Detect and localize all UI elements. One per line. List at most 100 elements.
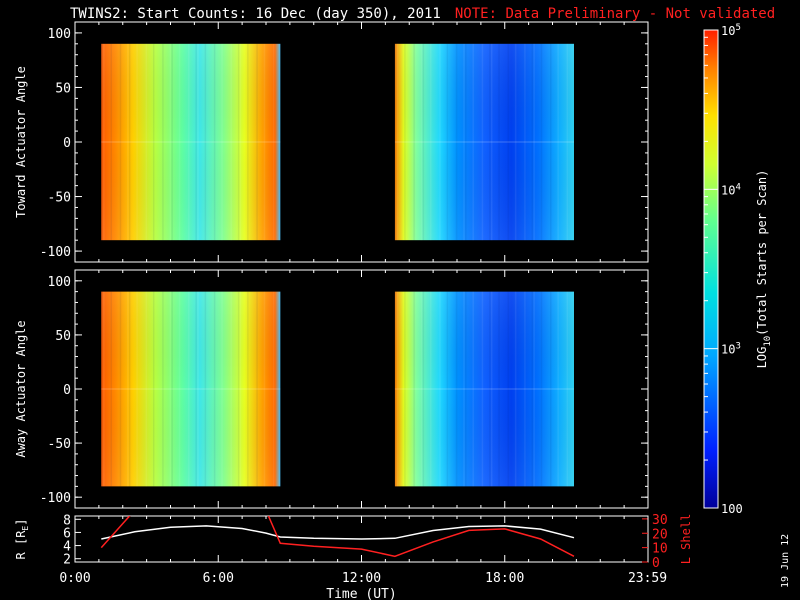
- tick-base: 10: [721, 24, 735, 38]
- texture-streak: [272, 43, 275, 241]
- texture-streak: [566, 43, 569, 241]
- x-axis-label: Time (UT): [326, 587, 396, 600]
- texture-streak: [429, 43, 432, 241]
- texture-streak: [463, 291, 465, 487]
- right-tick-label: 10: [652, 542, 668, 557]
- texture-streak: [394, 43, 397, 241]
- texture-streak: [221, 291, 223, 487]
- texture-streak: [498, 291, 500, 487]
- texture-streak: [507, 43, 510, 241]
- y-tick-label: 100: [48, 27, 71, 42]
- left-tick-label: 8: [63, 513, 71, 528]
- texture-streak: [490, 291, 493, 487]
- texture-streak: [531, 291, 534, 487]
- texture-streak: [221, 43, 223, 241]
- figure-title: TWINS2: Start Counts: 16 Dec (day 350), …: [70, 6, 775, 22]
- texture-streak: [237, 291, 240, 487]
- left-tick-label: 2: [63, 553, 71, 568]
- data-block-shade: [101, 43, 281, 241]
- y-tick-label: -50: [48, 191, 71, 206]
- texture-streak: [256, 291, 258, 487]
- r-distance-line: [101, 525, 575, 540]
- x-tick-label: 23:59: [628, 571, 667, 586]
- texture-streak: [230, 291, 232, 487]
- y-tick-label: -50: [48, 437, 71, 452]
- colorbar-tick-label: 104: [721, 182, 741, 197]
- texture-streak: [472, 291, 474, 487]
- y-tick-label: 50: [55, 329, 71, 344]
- texture-streak: [507, 291, 510, 487]
- texture-streak: [204, 43, 207, 241]
- left-label-sub: E: [21, 526, 30, 531]
- texture-streak: [110, 43, 112, 241]
- left-axis-label: R [RE]: [14, 519, 30, 560]
- texture-streak: [446, 291, 449, 487]
- texture-streak: [103, 43, 105, 241]
- texture-streak: [413, 43, 415, 241]
- y-tick-label: -100: [40, 245, 71, 260]
- texture-streak: [204, 291, 207, 487]
- texture-streak: [404, 43, 406, 241]
- texture-streak: [533, 43, 535, 241]
- left-tick-label: 6: [63, 526, 71, 541]
- texture-streak: [413, 291, 415, 487]
- texture-streak: [429, 291, 432, 487]
- texture-streak: [531, 43, 534, 241]
- texture-streak: [514, 43, 517, 241]
- left-label-main: R [R: [14, 530, 28, 560]
- texture-streak: [188, 43, 190, 241]
- tick-base: 10: [721, 343, 735, 357]
- texture-streak: [152, 43, 155, 241]
- y-tick-label: 100: [48, 275, 71, 290]
- colorbar-tick-label: 100: [721, 502, 743, 516]
- texture-streak: [239, 291, 242, 487]
- texture-streak: [455, 43, 458, 241]
- texture-streak: [178, 43, 181, 241]
- texture-streak: [127, 43, 129, 241]
- texture-streak: [136, 291, 138, 487]
- texture-streak: [455, 291, 458, 487]
- texture-streak: [557, 43, 559, 241]
- data-block-shade: [394, 43, 574, 241]
- texture-streak: [171, 291, 173, 487]
- heatmap-panel-1: 100 50 0 -50 -100 Toward Actuator Angle: [14, 21, 649, 263]
- right-tick-label: 30: [652, 513, 668, 528]
- texture-streak: [481, 291, 484, 487]
- texture-streak: [188, 291, 190, 487]
- texture-streak: [152, 291, 155, 487]
- texture-streak: [263, 291, 266, 487]
- texture-streak: [514, 291, 517, 487]
- texture-streak: [145, 43, 148, 241]
- panels: 100 50 0 -50 -100 Toward Actuator Angle 100 50 0…: [14, 21, 649, 509]
- texture-streak: [169, 291, 172, 487]
- colorbar-label-sub: 10: [763, 336, 773, 347]
- colorbar-scale: [703, 29, 719, 509]
- texture-streak: [524, 43, 526, 241]
- texture-streak: [197, 291, 199, 487]
- data-block-shade: [394, 291, 574, 487]
- texture-streak: [489, 291, 491, 487]
- preliminary-note: NOTE: Data Preliminary - Not validated: [454, 6, 776, 22]
- tick-base: 100: [721, 502, 743, 516]
- left-label-end: ]: [14, 519, 28, 526]
- texture-streak: [128, 291, 131, 487]
- texture-streak: [197, 43, 199, 241]
- y-axis-label: Away Actuator Angle: [14, 320, 28, 457]
- texture-streak: [110, 291, 112, 487]
- texture-streak: [247, 43, 249, 241]
- texture-streak: [171, 43, 173, 241]
- texture-streak: [213, 43, 216, 241]
- tick-exponent: 3: [735, 342, 740, 352]
- texture-streak: [465, 43, 467, 241]
- texture-streak: [404, 291, 406, 487]
- texture-streak: [540, 43, 543, 241]
- date-stamp: 19 Jun 12: [780, 534, 791, 588]
- tick-base: 10: [721, 183, 735, 197]
- texture-streak: [394, 291, 397, 487]
- texture-streak: [566, 291, 569, 487]
- texture-streak: [136, 43, 138, 241]
- l-shell-line: [100, 516, 575, 558]
- y-tick-label: 0: [63, 383, 71, 398]
- colorbar-label-prefix: LOG: [755, 347, 769, 369]
